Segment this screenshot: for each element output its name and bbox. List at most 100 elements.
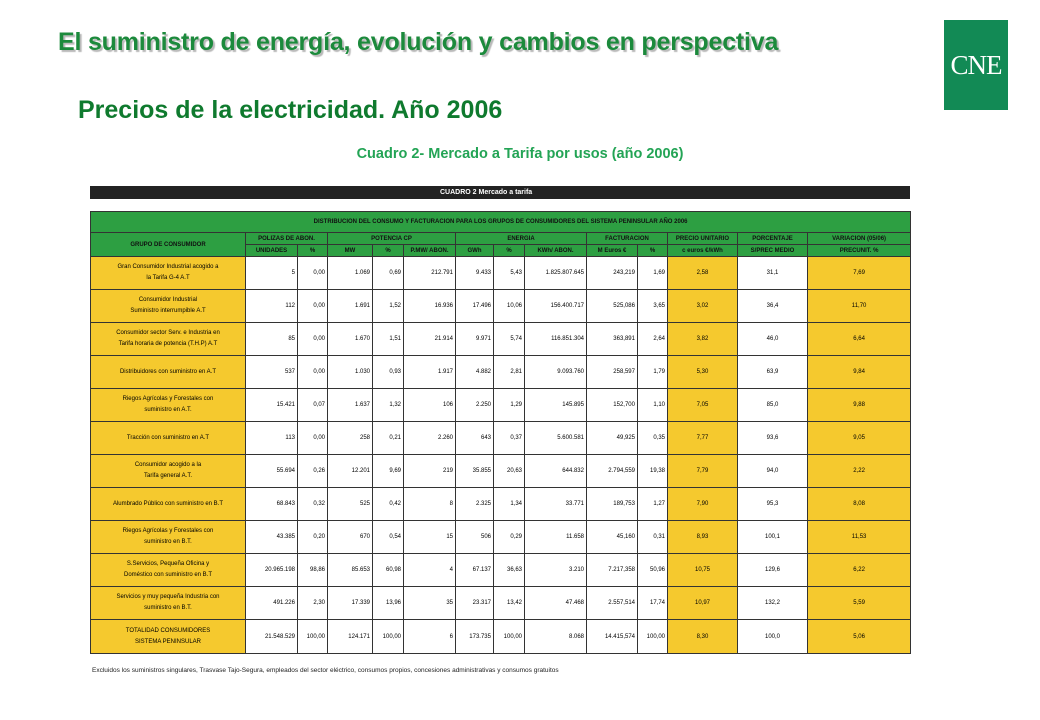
value-cell: 1,79 — [637, 355, 668, 389]
value-cell: 0,20 — [297, 520, 328, 554]
subheader: PRECUNIT. % — [806, 244, 912, 257]
group-line: Tarifa general A.T. — [143, 473, 193, 479]
value-cell: 7.217,358 — [586, 553, 638, 587]
group-cell: Gran Consumidor Industrial acogido a la T… — [90, 256, 246, 290]
value-cell: 0,26 — [297, 454, 328, 488]
value-cell: 85.653 — [327, 553, 373, 587]
value-cell: 1.030 — [327, 355, 373, 389]
subheader: GWh — [455, 244, 494, 257]
header-potencia: POTENCIA CP — [327, 232, 456, 245]
value-cell: 11.658 — [524, 520, 587, 554]
value-cell: 17.339 — [327, 586, 373, 620]
value-cell: 2.557,514 — [586, 586, 638, 620]
value-cell: 152,700 — [586, 388, 638, 422]
value-cell: 20.965.198 — [245, 553, 298, 587]
value-cell: 100,0 — [737, 619, 808, 654]
value-cell: 100,00 — [297, 619, 328, 654]
value-cell: 10,75 — [667, 553, 738, 587]
value-cell: 14.415,574 — [586, 619, 638, 654]
value-cell: 60,98 — [372, 553, 404, 587]
value-cell: 8,08 — [806, 487, 912, 521]
value-cell: 95,3 — [737, 487, 808, 521]
value-cell: 173.735 — [455, 619, 494, 654]
value-cell: 525 — [327, 487, 373, 521]
value-cell: 537 — [245, 355, 298, 389]
value-cell: 20,63 — [493, 454, 525, 488]
table-row: Consumidor acogido a la Tarifa general A.… — [90, 454, 912, 488]
subheader: % — [297, 244, 328, 257]
value-cell: 68.843 — [245, 487, 298, 521]
value-cell: 9,69 — [372, 454, 404, 488]
value-cell: 98,86 — [297, 553, 328, 587]
header-precio: PRECIO UNITARIO — [667, 232, 738, 245]
table-row: Alumbrado Público con suministro en B.T 6… — [90, 487, 912, 521]
group-line: Distribuidores con suministro en A.T — [119, 368, 217, 375]
value-cell: 100,00 — [637, 619, 668, 654]
value-cell: 6,22 — [806, 553, 912, 587]
value-cell: 2,58 — [667, 256, 738, 290]
value-cell: 124.171 — [327, 619, 373, 654]
table-row: Consumidor Industrial Suministro interrum… — [90, 289, 912, 323]
value-cell: 5 — [245, 256, 298, 290]
group-cell: Consumidor sector Serv. e Industria en Ta… — [90, 322, 246, 356]
value-cell: 8.068 — [524, 619, 587, 654]
value-cell: 9,05 — [806, 421, 912, 455]
table-body: Gran Consumidor Industrial acogido a la T… — [90, 256, 912, 654]
value-cell: 63,9 — [737, 355, 808, 389]
value-cell: 85,0 — [737, 388, 808, 422]
value-cell: 491.226 — [245, 586, 298, 620]
group-line: Consumidor acogido a la — [134, 462, 202, 468]
value-cell: 5,30 — [667, 355, 738, 389]
value-cell: 0,00 — [297, 289, 328, 323]
value-cell: 258 — [327, 421, 373, 455]
group-line: S.Servicios, Pequeña Oficina y — [126, 561, 210, 567]
group-cell: Riegos Agrícolas y Forestales con suminis… — [90, 388, 246, 422]
value-cell: 1.825.807.645 — [524, 256, 587, 290]
group-line: Riegos Agrícolas y Forestales con — [122, 396, 214, 402]
subheader: M Euros € — [586, 244, 638, 257]
value-cell: 50,96 — [637, 553, 668, 587]
subheader: MW — [327, 244, 373, 257]
group-line: Doméstico con suministro en B.T — [123, 572, 213, 578]
table-row: Gran Consumidor Industrial acogido a la T… — [90, 256, 912, 290]
value-cell: 2,81 — [493, 355, 525, 389]
value-cell: 0,07 — [297, 388, 328, 422]
value-cell: 1,29 — [493, 388, 525, 422]
value-cell: 9.093.760 — [524, 355, 587, 389]
group-cell: Consumidor acogido a la Tarifa general A.… — [90, 454, 246, 488]
value-cell: 129,6 — [737, 553, 808, 587]
value-cell: 106 — [403, 388, 456, 422]
value-cell: 1.069 — [327, 256, 373, 290]
value-cell: 49,925 — [586, 421, 638, 455]
value-cell: 33.771 — [524, 487, 587, 521]
value-cell: 7,77 — [667, 421, 738, 455]
group-line: Alumbrado Público con suministro en B.T — [112, 500, 224, 507]
value-cell: 1,34 — [493, 487, 525, 521]
value-cell: 0,21 — [372, 421, 404, 455]
group-cell: Riegos Agrícolas y Forestales con suminis… — [90, 520, 246, 554]
subheader: UNIDADES — [245, 244, 298, 257]
table-row: S.Servicios, Pequeña Oficina y Doméstico … — [90, 553, 912, 587]
value-cell: 670 — [327, 520, 373, 554]
header-energia: ENERGIA — [455, 232, 587, 245]
group-cell: Tracción con suministro en A.T — [90, 421, 246, 455]
value-cell: 36,63 — [493, 553, 525, 587]
group-line: TOTALIDAD CONSUMIDORES — [125, 627, 211, 634]
value-cell: 189,753 — [586, 487, 638, 521]
group-line: Tracción con suministro en A.T — [126, 434, 210, 441]
group-cell: Alumbrado Público con suministro en B.T — [90, 487, 246, 521]
value-cell: 1.691 — [327, 289, 373, 323]
group-line: Consumidor sector Serv. e Industria en — [116, 330, 220, 336]
value-cell: 85 — [245, 322, 298, 356]
logo-text: CNE — [950, 49, 1003, 80]
group-line: SISTEMA PENINSULAR — [134, 638, 202, 645]
subheader: % — [637, 244, 668, 257]
value-cell: 1,27 — [637, 487, 668, 521]
slide-subtitle: Precios de la electricidad. Año 2006 — [78, 96, 503, 124]
header-porcentaje: PORCENTAJE — [737, 232, 808, 245]
value-cell: 0,37 — [493, 421, 525, 455]
value-cell: 3,82 — [667, 322, 738, 356]
value-cell: 0,29 — [493, 520, 525, 554]
value-cell: 17.496 — [455, 289, 494, 323]
header-polizas: POLIZAS DE ABON. — [245, 232, 328, 245]
